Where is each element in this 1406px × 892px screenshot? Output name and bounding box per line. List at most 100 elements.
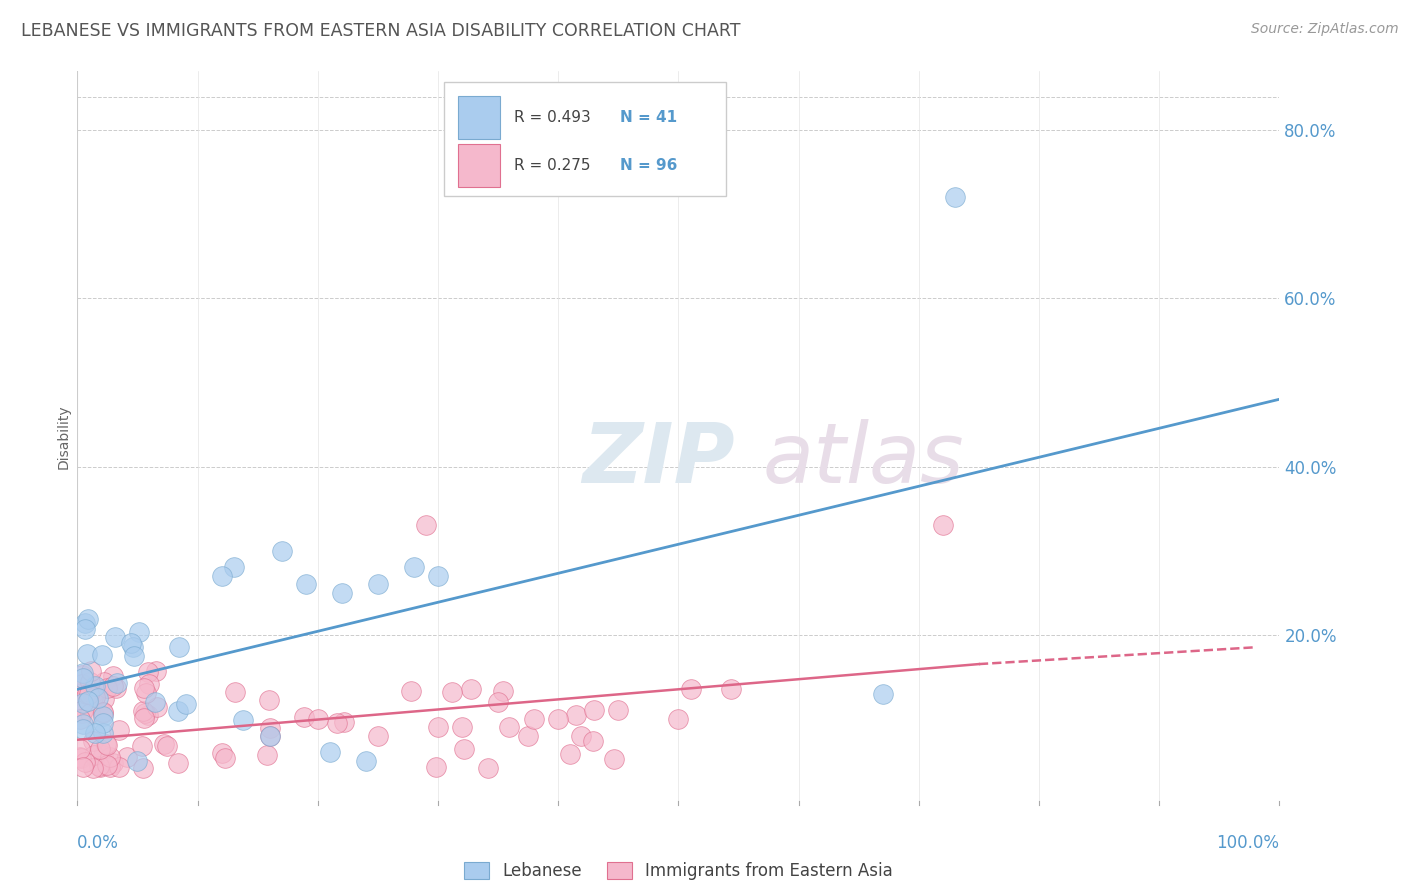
Point	[132, 761, 155, 775]
Point	[720, 682, 742, 697]
Point	[153, 737, 176, 751]
Point	[127, 754, 149, 768]
Point	[136, 707, 159, 722]
Point	[441, 685, 464, 699]
Point	[523, 712, 546, 726]
Point	[145, 665, 167, 679]
Point	[330, 585, 353, 599]
Point	[292, 710, 315, 724]
Point	[156, 739, 179, 754]
Text: N = 41: N = 41	[620, 110, 676, 125]
Point	[211, 747, 233, 761]
Point	[460, 682, 482, 697]
Point	[98, 750, 121, 764]
Point	[558, 747, 581, 762]
Point	[96, 737, 118, 751]
Point	[96, 681, 118, 695]
Point	[214, 751, 236, 765]
Point	[82, 761, 104, 775]
Point	[108, 723, 131, 737]
Point	[72, 671, 94, 685]
Point	[70, 706, 93, 721]
Point	[167, 756, 190, 771]
Point	[72, 723, 94, 737]
Point	[668, 712, 690, 726]
Point	[103, 630, 125, 644]
Point	[77, 612, 100, 626]
Point	[77, 694, 100, 708]
Point	[89, 760, 111, 774]
Point	[516, 730, 538, 744]
Point	[146, 699, 169, 714]
Point	[73, 615, 96, 630]
Point	[72, 703, 94, 717]
Point	[943, 190, 966, 204]
Point	[367, 577, 389, 591]
Point	[547, 712, 569, 726]
Point	[224, 685, 246, 699]
Text: R = 0.275: R = 0.275	[515, 158, 591, 173]
Text: R = 0.493: R = 0.493	[515, 110, 591, 125]
Point	[128, 625, 150, 640]
Point	[232, 713, 254, 727]
Point	[477, 761, 499, 775]
Point	[132, 711, 155, 725]
Point	[69, 686, 91, 700]
Point	[120, 635, 142, 649]
Point	[122, 648, 145, 663]
Point	[257, 692, 280, 706]
Point	[270, 543, 292, 558]
Point	[93, 691, 115, 706]
Text: 0.0%: 0.0%	[77, 834, 120, 852]
Point	[427, 720, 450, 734]
Point	[259, 729, 281, 743]
Point	[491, 684, 513, 698]
Point	[70, 677, 93, 691]
Point	[451, 720, 474, 734]
Point	[319, 745, 342, 759]
Point	[91, 748, 114, 763]
Point	[211, 569, 233, 583]
Text: atlas: atlas	[762, 418, 965, 500]
Point	[256, 747, 278, 762]
Point	[872, 686, 894, 700]
Point	[79, 675, 101, 690]
Point	[91, 706, 114, 720]
Point	[69, 749, 91, 764]
Legend: Lebanese, Immigrants from Eastern Asia: Lebanese, Immigrants from Eastern Asia	[457, 855, 900, 887]
Point	[93, 675, 115, 690]
Point	[167, 640, 190, 655]
Point	[427, 569, 450, 583]
Point	[84, 726, 107, 740]
Point	[69, 712, 91, 726]
Point	[69, 741, 91, 756]
Point	[402, 560, 425, 574]
Point	[132, 681, 155, 696]
Point	[87, 759, 110, 773]
Point	[108, 760, 131, 774]
Point	[76, 647, 98, 661]
Point	[166, 704, 188, 718]
Point	[91, 716, 114, 731]
Point	[77, 687, 100, 701]
Point	[486, 695, 509, 709]
Point	[332, 715, 354, 730]
Point	[83, 748, 105, 763]
Text: 100.0%: 100.0%	[1216, 834, 1279, 852]
Point	[135, 686, 157, 700]
Point	[259, 721, 281, 735]
Point	[90, 648, 112, 662]
Point	[75, 755, 97, 769]
Point	[96, 738, 118, 752]
Point	[72, 696, 94, 710]
Point	[91, 708, 114, 723]
Point	[70, 751, 93, 765]
Point	[91, 705, 114, 719]
Text: ZIP: ZIP	[582, 418, 735, 500]
Point	[103, 756, 125, 770]
Point	[101, 669, 124, 683]
Text: LEBANESE VS IMMIGRANTS FROM EASTERN ASIA DISABILITY CORRELATION CHART: LEBANESE VS IMMIGRANTS FROM EASTERN ASIA…	[21, 22, 741, 40]
Text: Source: ZipAtlas.com: Source: ZipAtlas.com	[1251, 22, 1399, 37]
Point	[76, 687, 98, 701]
Text: N = 96: N = 96	[620, 158, 678, 173]
